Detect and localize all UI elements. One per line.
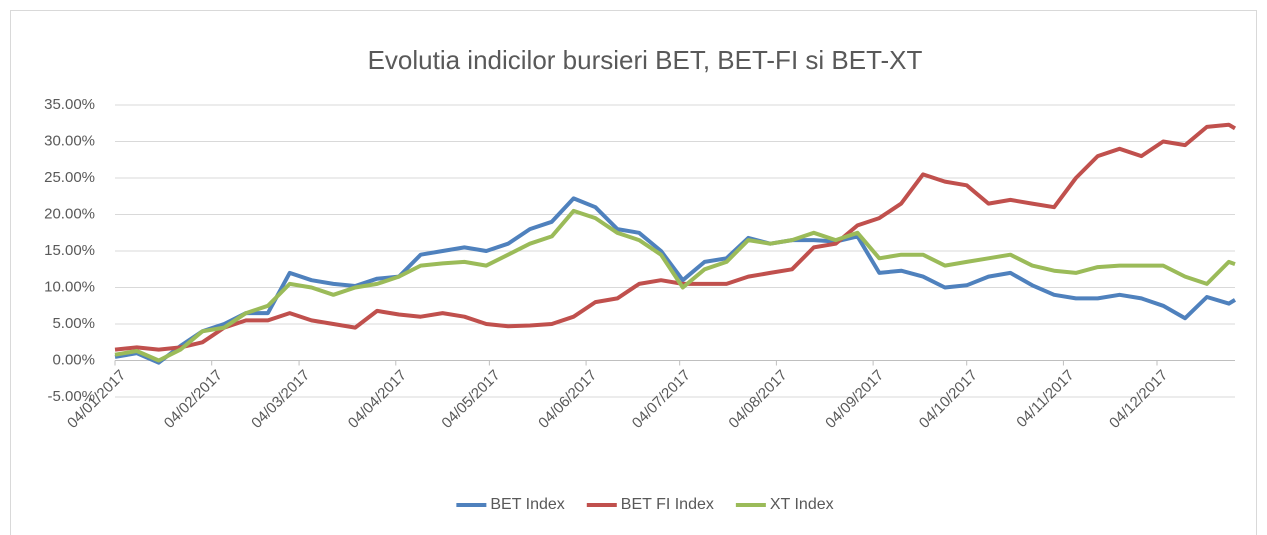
legend: BET Index BET FI Index XT Index [456,496,834,513]
legend-item: BET FI Index [586,496,714,513]
series-line [114,196,1237,365]
y-tick-label: 35.00% [44,96,95,113]
y-tick-label: 15.00% [44,242,95,259]
legend-item: XT Index [735,496,834,513]
legend-label: XT Index [770,496,834,513]
y-tick-label: 20.00% [44,205,95,222]
chart-border [10,10,1257,535]
legend-label: BET FI Index [621,496,714,513]
y-tick-label: 5.00% [52,315,95,332]
y-tick-label: 0.00% [52,351,95,368]
series-line [114,208,1236,363]
y-tick-label: 30.00% [44,132,95,149]
y-tick-label: -5.00% [47,388,95,405]
legend-label: BET Index [490,496,564,513]
chart-title: Evolutia indicilor bursieri BET, BET-FI … [368,45,923,75]
y-tick-label: 25.00% [44,169,95,186]
y-tick-label: 10.00% [44,278,95,295]
legend-item: BET Index [456,496,565,513]
